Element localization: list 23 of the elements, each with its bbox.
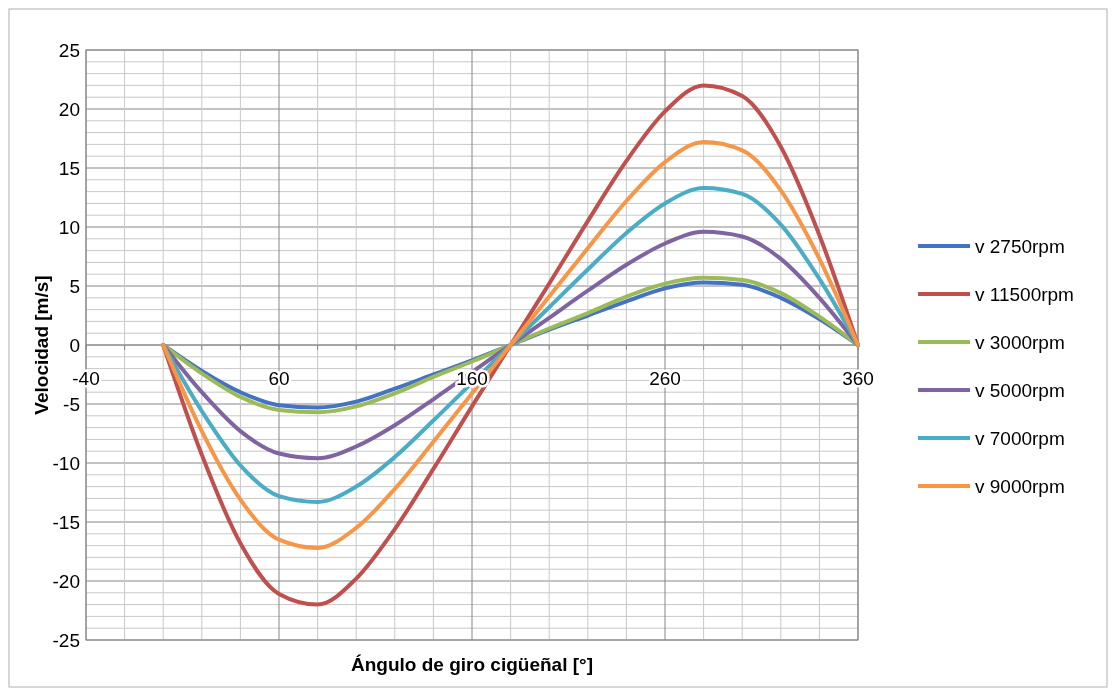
y-tick-label: -20: [52, 570, 80, 592]
y-tick-label: 15: [58, 157, 80, 179]
y-tick-label: 5: [69, 275, 80, 297]
y-axis-title: Velocidad [m/s]: [31, 275, 52, 415]
legend-label: v 5000rpm: [975, 379, 1065, 401]
x-tick-label: 60: [268, 368, 290, 389]
x-tick-label: -40: [72, 368, 100, 389]
y-tick-label: 25: [58, 39, 80, 61]
x-axis-title: Ángulo de giro cigüeñal [°]: [351, 654, 593, 675]
y-tick-label: -10: [52, 452, 80, 474]
legend-label: v 7000rpm: [975, 427, 1065, 449]
y-tick-label: -5: [63, 393, 80, 415]
legend-label: v 2750rpm: [975, 235, 1065, 257]
y-tick-label: 0: [69, 334, 80, 356]
legend-label: v 9000rpm: [975, 475, 1065, 497]
y-tick-label: 10: [58, 216, 80, 238]
y-tick-label: -25: [52, 629, 80, 651]
legend-label: v 11500rpm: [975, 283, 1074, 305]
x-tick-label: 260: [649, 368, 681, 389]
y-tick-label: -15: [52, 511, 80, 533]
y-tick-label: 20: [58, 98, 80, 120]
legend-label: v 3000rpm: [975, 331, 1065, 353]
x-tick-label: 360: [842, 368, 874, 389]
